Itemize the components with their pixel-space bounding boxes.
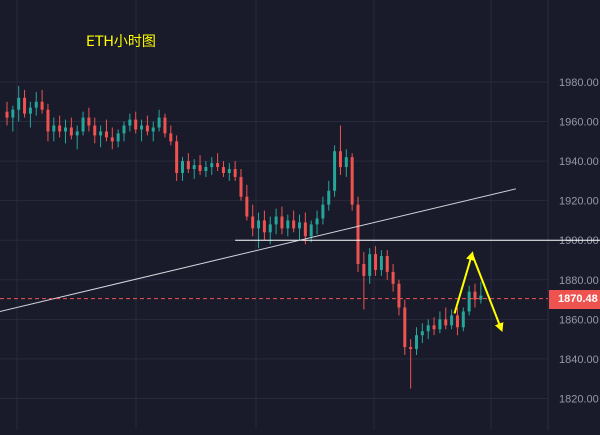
- y-tick-label: 1860.00: [559, 314, 599, 326]
- candle-body: [455, 315, 459, 328]
- y-tick-label: 1960.00: [559, 117, 599, 129]
- candle-body: [385, 256, 389, 272]
- candle-body: [140, 125, 144, 130]
- candle-body: [403, 307, 407, 348]
- candle-body: [298, 222, 301, 229]
- y-tick-label: 1900.00: [559, 235, 599, 247]
- candle-body: [350, 157, 354, 205]
- candle-body: [262, 220, 266, 233]
- candle-body: [321, 204, 325, 219]
- y-tick-label: 1880.00: [559, 275, 599, 287]
- candle-body: [216, 163, 220, 168]
- candle-body: [122, 125, 126, 134]
- candle-body: [175, 141, 179, 173]
- candle-body: [186, 161, 190, 170]
- candle-body: [163, 117, 167, 134]
- candle-body: [69, 127, 73, 136]
- candle-body: [93, 125, 97, 136]
- candle-body: [391, 271, 395, 284]
- candle-body: [338, 151, 342, 168]
- candle-body: [40, 101, 44, 110]
- candle-body: [110, 137, 114, 142]
- y-tick-label: 1980.00: [559, 77, 599, 89]
- candle-body: [11, 109, 15, 118]
- candle-body: [233, 169, 237, 177]
- candle-body: [274, 216, 278, 225]
- candle-body: [432, 325, 436, 330]
- candle-body: [245, 196, 249, 217]
- candle-body: [181, 161, 184, 173]
- candle-body: [374, 254, 378, 270]
- candle-body: [397, 283, 401, 308]
- candle-body: [34, 101, 38, 108]
- candle-body: [251, 216, 255, 229]
- candle-body: [409, 347, 413, 350]
- candle-body: [479, 295, 483, 300]
- candle-body: [17, 97, 21, 110]
- candle-body: [64, 127, 67, 132]
- candle-body: [415, 335, 418, 350]
- candle-body: [344, 157, 348, 168]
- y-tick-label: 1820.00: [559, 393, 599, 405]
- candle-body: [420, 331, 424, 336]
- candle-body: [198, 165, 202, 172]
- trendline: [0, 188, 517, 313]
- candle-body: [204, 167, 208, 172]
- candle-body: [145, 125, 149, 132]
- candle-body: [99, 131, 103, 136]
- candle-body: [309, 224, 313, 237]
- candle-body: [239, 176, 243, 197]
- candle-body: [5, 111, 9, 118]
- candle-body: [368, 254, 372, 276]
- candle-body: [280, 216, 284, 229]
- candle-body: [128, 119, 132, 126]
- candle-body: [268, 224, 272, 233]
- candle-body: [157, 117, 161, 128]
- candle-body: [210, 163, 214, 168]
- candle-body: [467, 291, 471, 312]
- candle-body: [444, 319, 448, 326]
- y-tick-label: 1840.00: [559, 354, 599, 366]
- y-tick-label: 1940.00: [559, 156, 599, 168]
- current-price-label: 1870.48: [549, 290, 600, 309]
- candle-body: [473, 291, 477, 300]
- candle-body: [104, 131, 108, 138]
- candle-body: [116, 133, 120, 142]
- candle-body: [23, 97, 27, 114]
- candle-body: [134, 119, 138, 130]
- candle-body: [28, 107, 32, 114]
- candle-body: [426, 325, 430, 332]
- candle-body: [227, 169, 231, 173]
- candle-body: [450, 315, 454, 326]
- candle-body: [286, 220, 290, 229]
- projection-arrow: [453, 251, 475, 314]
- candle-body: [257, 220, 261, 229]
- candle-body: [438, 319, 442, 330]
- candle-body: [303, 222, 307, 237]
- candle-body: [151, 127, 155, 132]
- chart-title: ETH小时图: [86, 34, 156, 50]
- candle-body: [379, 256, 383, 270]
- candle-body: [327, 190, 331, 205]
- candle-body: [75, 131, 79, 136]
- projection-arrow: [471, 253, 504, 333]
- candle-body: [169, 133, 173, 142]
- y-tick-label: 1920.00: [559, 196, 599, 208]
- candle-body: [221, 167, 225, 173]
- candle-body: [315, 218, 319, 225]
- candle-body: [58, 125, 62, 132]
- candle-body: [87, 117, 91, 126]
- candle-body: [461, 311, 465, 328]
- candle-body: [46, 109, 50, 132]
- candle-body: [192, 165, 196, 170]
- candle-body: [362, 263, 366, 276]
- candle-body: [292, 220, 296, 229]
- candle-body: [52, 125, 56, 132]
- candle-body: [356, 204, 360, 264]
- candle-body: [81, 117, 85, 132]
- candle-body: [333, 151, 337, 191]
